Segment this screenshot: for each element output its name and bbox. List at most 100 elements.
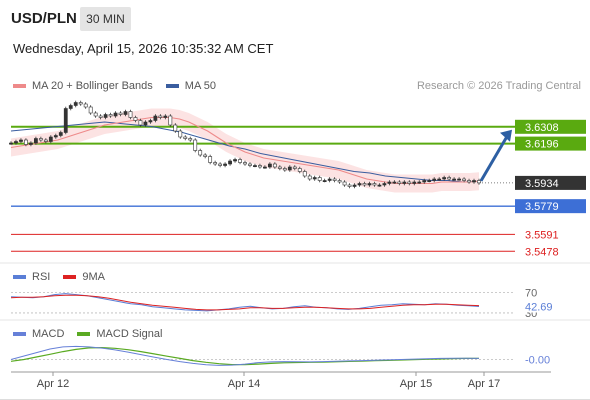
level-tag-0	[515, 119, 586, 134]
candle-body	[412, 181, 417, 184]
forecast-arrow-shaft	[479, 134, 510, 182]
candle-body	[193, 139, 198, 151]
candle-body	[337, 180, 342, 183]
macd-swatch	[13, 332, 26, 336]
candle-body	[248, 163, 252, 166]
candle-body	[467, 180, 471, 183]
level-tag-1	[515, 136, 586, 151]
rsi-ma-line	[10, 294, 480, 311]
candle-body	[243, 162, 247, 165]
candle-body	[133, 117, 138, 121]
candle-body	[367, 183, 372, 186]
candle-body	[218, 163, 223, 166]
candle-body	[377, 184, 382, 187]
candle-body	[14, 141, 18, 144]
candle-body	[178, 130, 183, 138]
macd-legend: MACD MACD Signal	[13, 328, 162, 340]
candle-body	[457, 178, 461, 181]
candle-body	[238, 159, 242, 163]
x-axis: Apr 12 Apr 14 Apr 15 Apr 17	[0, 371, 590, 400]
candle-body	[19, 139, 23, 142]
candle-body	[277, 166, 282, 169]
candle-body	[312, 177, 317, 180]
candle-body	[362, 183, 367, 186]
candle-body	[258, 165, 262, 168]
macd-line	[10, 345, 480, 366]
rsi-legend-label: RSI	[32, 271, 51, 283]
timestamp: Wednesday, April 15, 2026 10:35:32 AM CE…	[13, 41, 274, 56]
rsi-ma-swatch	[63, 275, 77, 279]
ma50-legend-label: MA 50	[184, 80, 216, 92]
timeframe-badge[interactable]: 30 MIN	[80, 7, 131, 31]
candle-body	[417, 181, 422, 184]
candle-body	[29, 142, 33, 145]
candle-body	[143, 121, 148, 126]
candle-body	[287, 166, 292, 171]
last-price-tag	[515, 175, 586, 190]
rsi-value-bg	[520, 299, 580, 313]
candle-body	[462, 178, 466, 181]
x-tick-label-2: Apr 15	[400, 378, 432, 390]
candle-body	[148, 120, 153, 123]
macd-current-value: -0.00	[525, 355, 550, 367]
candle-body	[292, 166, 297, 169]
candle-body	[332, 178, 337, 181]
candle-body	[322, 180, 327, 183]
candle-body	[43, 139, 48, 142]
chart-header: USD/PLN 30 MIN Wednesday, April 15, 2026…	[0, 0, 590, 70]
candle-body	[223, 163, 227, 166]
level-label-3: 3.5591	[525, 229, 559, 241]
candle-body	[317, 177, 322, 181]
candle-body	[98, 115, 103, 118]
candle-body	[397, 181, 402, 184]
candle-body	[447, 177, 452, 180]
candle-body	[407, 181, 412, 184]
candle-body	[432, 178, 437, 181]
x-tick-label-3: Apr 17	[468, 378, 500, 390]
forecast-arrow-head	[500, 129, 512, 142]
candle-body	[78, 102, 83, 105]
candle-body	[422, 180, 427, 183]
rsi-swatch	[13, 275, 26, 279]
candle-body	[73, 102, 78, 106]
ma50-swatch	[165, 84, 179, 88]
level-label-2: 3.5779	[525, 201, 559, 213]
level-label-0: 3.6308	[525, 122, 559, 134]
candle-body	[68, 105, 73, 109]
candle-body	[228, 160, 232, 165]
candle-body	[442, 177, 447, 180]
candle-body	[452, 178, 457, 181]
candle-body	[198, 150, 203, 156]
candle-body	[263, 166, 267, 169]
macd-signal-swatch	[77, 332, 91, 336]
macd-legend-label: MACD	[32, 328, 65, 340]
candle-body	[392, 181, 397, 184]
candle-body	[158, 115, 163, 118]
rsi-ma-legend-label: 9MA	[82, 271, 105, 283]
candle-body	[33, 138, 38, 144]
macd-signal-line	[10, 346, 479, 366]
level-tag-2	[515, 199, 586, 214]
candle-body	[213, 162, 218, 165]
ma20-legend-label: MA 20 + Bollinger Bands	[32, 80, 153, 92]
candle-body	[272, 163, 277, 168]
level-label-4: 3.5478	[525, 246, 559, 258]
candle-body	[168, 115, 173, 126]
candle-body	[9, 142, 13, 145]
candle-body	[347, 184, 352, 187]
ma20-swatch	[13, 84, 26, 88]
candle-body	[118, 112, 123, 115]
candle-body	[297, 168, 302, 172]
price-panel: 3.6308 3.6196 3.5779 3.5591 3.5478 3.5934	[0, 100, 590, 321]
candle-body	[88, 106, 93, 114]
rsi-level-70: 70	[525, 288, 537, 300]
candle-body	[128, 111, 133, 118]
candle-body	[24, 139, 28, 145]
candle-body	[402, 181, 407, 184]
candle-body	[53, 135, 58, 138]
macd-signal-legend-label: MACD Signal	[96, 328, 163, 340]
candle-body	[387, 181, 392, 184]
candle-body	[208, 156, 213, 163]
candle-body	[382, 183, 387, 186]
